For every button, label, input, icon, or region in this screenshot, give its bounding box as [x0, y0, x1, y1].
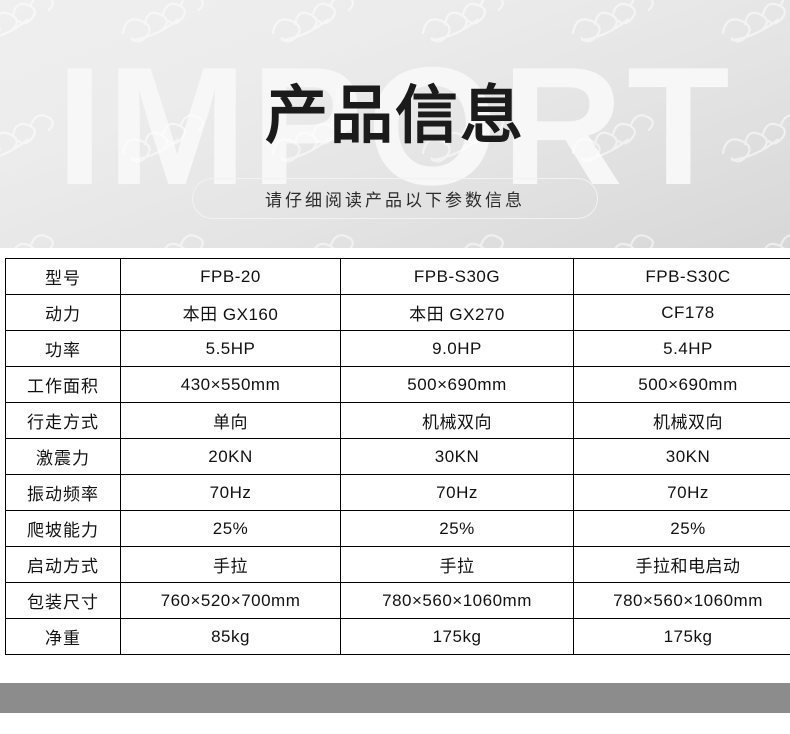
spec-table-container: 型号 FPB-20 FPB-S30G FPB-S30C 动力 本田 GX160 …: [5, 258, 790, 655]
row-label: 动力: [5, 294, 121, 331]
cell-s30c: 175kg: [573, 618, 790, 655]
table-row: 包装尺寸 760×520×700mm 780×560×1060mm 780×56…: [5, 582, 790, 619]
table-row: 启动方式 手拉 手拉 手拉和电启动: [5, 546, 790, 583]
cell-s30c: 5.4HP: [573, 330, 790, 367]
cell-s30g: 780×560×1060mm: [340, 582, 574, 619]
row-label: 包装尺寸: [5, 582, 121, 619]
cell-s30g: FPB-S30G: [340, 258, 574, 295]
cell-s30g: 70Hz: [340, 474, 574, 511]
table-row: 爬坡能力 25% 25% 25%: [5, 510, 790, 547]
cell-s30g: 9.0HP: [340, 330, 574, 367]
cell-s30c: FPB-S30C: [573, 258, 790, 295]
subtitle-pill: 请仔细阅读产品以下参数信息: [192, 178, 598, 219]
cell-fpb20: 20KN: [120, 438, 341, 475]
spec-table: 型号 FPB-20 FPB-S30G FPB-S30C 动力 本田 GX160 …: [5, 258, 790, 655]
cell-fpb20: 760×520×700mm: [120, 582, 341, 619]
cell-s30g: 手拉: [340, 546, 574, 583]
row-label: 激震力: [5, 438, 121, 475]
cell-s30c: 500×690mm: [573, 366, 790, 403]
cell-fpb20: FPB-20: [120, 258, 341, 295]
cell-s30g: 500×690mm: [340, 366, 574, 403]
cell-s30c: 70Hz: [573, 474, 790, 511]
cell-s30c: 25%: [573, 510, 790, 547]
table-row: 型号 FPB-20 FPB-S30G FPB-S30C: [5, 258, 790, 295]
cell-s30c: 780×560×1060mm: [573, 582, 790, 619]
cell-fpb20: 手拉: [120, 546, 341, 583]
cell-s30g: 175kg: [340, 618, 574, 655]
row-label: 启动方式: [5, 546, 121, 583]
bottom-gray-band: [0, 683, 790, 713]
cell-fpb20: 本田 GX160: [120, 294, 341, 331]
cell-fpb20: 单向: [120, 402, 341, 439]
row-label: 行走方式: [5, 402, 121, 439]
cell-fpb20: 70Hz: [120, 474, 341, 511]
cell-s30g: 机械双向: [340, 402, 574, 439]
cell-s30c: CF178: [573, 294, 790, 331]
cell-fpb20: 430×550mm: [120, 366, 341, 403]
row-label: 振动频率: [5, 474, 121, 511]
cell-s30g: 25%: [340, 510, 574, 547]
table-row: 激震力 20KN 30KN 30KN: [5, 438, 790, 475]
cell-s30c: 机械双向: [573, 402, 790, 439]
row-label: 工作面积: [5, 366, 121, 403]
row-label: 功率: [5, 330, 121, 367]
cell-fpb20: 25%: [120, 510, 341, 547]
table-row: 工作面积 430×550mm 500×690mm 500×690mm: [5, 366, 790, 403]
cell-fpb20: 85kg: [120, 618, 341, 655]
row-label: 净重: [5, 618, 121, 655]
cell-s30g: 本田 GX270: [340, 294, 574, 331]
spec-table-body: 型号 FPB-20 FPB-S30G FPB-S30C 动力 本田 GX160 …: [5, 258, 790, 655]
page-header-banner: IMPORT 产品信息 请仔细阅读产品以下参数信息: [0, 0, 790, 248]
table-row: 功率 5.5HP 9.0HP 5.4HP: [5, 330, 790, 367]
row-label: 型号: [5, 258, 121, 295]
cell-s30c: 手拉和电启动: [573, 546, 790, 583]
page-subtitle: 请仔细阅读产品以下参数信息: [265, 191, 525, 210]
table-row: 动力 本田 GX160 本田 GX270 CF178: [5, 294, 790, 331]
cell-s30c: 30KN: [573, 438, 790, 475]
cell-fpb20: 5.5HP: [120, 330, 341, 367]
page-title: 产品信息: [265, 81, 525, 151]
row-label: 爬坡能力: [5, 510, 121, 547]
cell-s30g: 30KN: [340, 438, 574, 475]
table-row: 净重 85kg 175kg 175kg: [5, 618, 790, 655]
table-row: 振动频率 70Hz 70Hz 70Hz: [5, 474, 790, 511]
logo-watermark-pattern-footer: [0, 683, 790, 713]
table-row: 行走方式 单向 机械双向 机械双向: [5, 402, 790, 439]
